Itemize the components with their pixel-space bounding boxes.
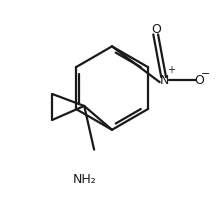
Text: O: O — [194, 74, 204, 87]
Text: NH₂: NH₂ — [72, 173, 96, 186]
Text: −: − — [201, 69, 210, 79]
Text: O: O — [151, 23, 161, 36]
Text: $\mathregular{N}$: $\mathregular{N}$ — [159, 74, 169, 87]
Text: +: + — [167, 65, 174, 75]
